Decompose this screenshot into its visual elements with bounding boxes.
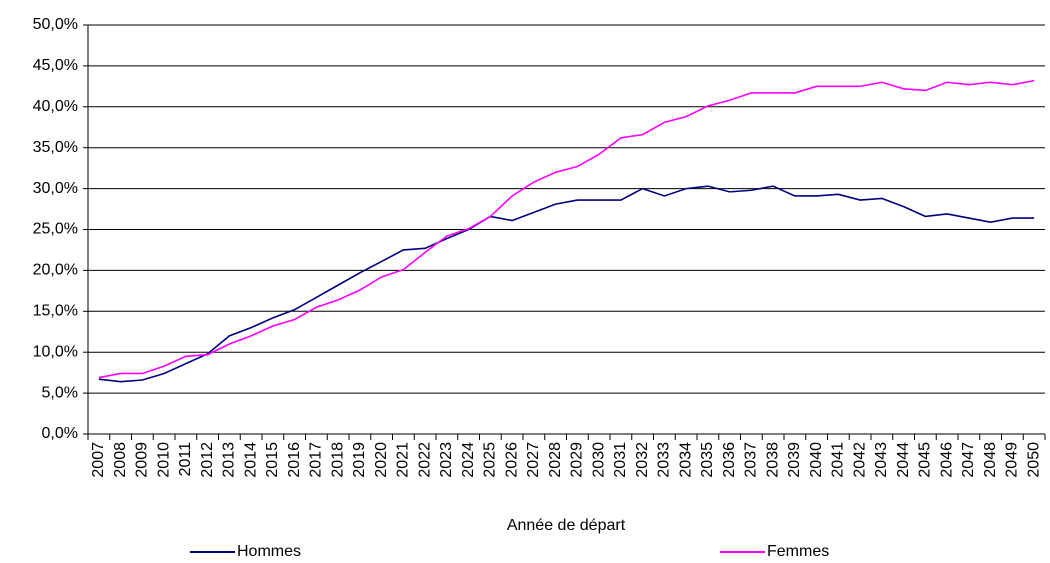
x-tick-label: 2047 xyxy=(960,442,977,478)
x-tick-label: 2025 xyxy=(482,442,499,478)
y-tick-label: 35,0% xyxy=(33,139,78,156)
x-tick-label: 2022 xyxy=(416,442,433,478)
x-tick-label: 2027 xyxy=(525,442,542,478)
x-tick-label: 2030 xyxy=(590,442,607,478)
x-tick-label: 2018 xyxy=(329,442,346,478)
y-tick-label: 45,0% xyxy=(33,57,78,74)
x-tick-label: 2050 xyxy=(1025,442,1042,478)
x-tick-label: 2014 xyxy=(242,442,259,478)
x-tick-label: 2042 xyxy=(851,442,868,478)
y-tick-label: 5,0% xyxy=(42,384,78,401)
y-tick-label: 30,0% xyxy=(33,180,78,197)
y-tick-label: 40,0% xyxy=(33,98,78,115)
x-tick-label: 2043 xyxy=(873,442,890,478)
x-tick-label: 2008 xyxy=(112,442,129,478)
x-tick-label: 2035 xyxy=(699,442,716,478)
x-tick-label: 2017 xyxy=(308,442,325,478)
x-tick-label: 2041 xyxy=(830,442,847,478)
x-tick-label: 2024 xyxy=(460,442,477,478)
y-tick-label: 25,0% xyxy=(33,221,78,238)
x-tick-label: 2012 xyxy=(199,442,216,478)
series-line xyxy=(98,185,1035,383)
x-tick-label: 2034 xyxy=(677,442,694,478)
x-axis-label: Année de départ xyxy=(507,517,626,534)
x-tick-label: 2007 xyxy=(90,442,107,478)
x-tick-label: 2010 xyxy=(155,442,172,478)
y-tick-label: 10,0% xyxy=(33,343,78,360)
x-tick-label: 2026 xyxy=(503,442,520,478)
x-tick-label: 2011 xyxy=(177,442,194,477)
x-tick-label: 2028 xyxy=(547,442,564,478)
y-tick-label: 15,0% xyxy=(33,303,78,320)
x-tick-label: 2023 xyxy=(438,442,455,478)
x-tick-label: 2039 xyxy=(786,442,803,478)
x-tick-label: 2013 xyxy=(221,442,238,478)
y-tick-label: 0,0% xyxy=(42,425,78,442)
x-tick-label: 2046 xyxy=(938,442,955,478)
x-tick-label: 2036 xyxy=(721,442,738,478)
x-tick-label: 2045 xyxy=(917,442,934,478)
x-tick-label: 2033 xyxy=(656,442,673,478)
legend-label: Femmes xyxy=(767,543,829,560)
x-tick-label: 2009 xyxy=(134,442,151,478)
y-tick-label: 20,0% xyxy=(33,262,78,279)
x-tick-label: 2019 xyxy=(351,442,368,478)
x-tick-label: 2021 xyxy=(395,442,412,478)
legend-label: Hommes xyxy=(237,543,301,560)
x-tick-label: 2032 xyxy=(634,442,651,478)
x-tick-label: 2016 xyxy=(286,442,303,478)
x-tick-label: 2015 xyxy=(264,442,281,478)
y-tick-label: 50,0% xyxy=(33,16,78,33)
x-tick-label: 2038 xyxy=(764,442,781,478)
x-tick-label: 2040 xyxy=(808,442,825,478)
x-tick-label: 2029 xyxy=(569,442,586,478)
x-tick-label: 2049 xyxy=(1004,442,1021,478)
x-tick-label: 2048 xyxy=(982,442,999,478)
x-tick-label: 2044 xyxy=(895,442,912,478)
x-tick-label: 2020 xyxy=(373,442,390,478)
x-tick-label: 2037 xyxy=(743,442,760,478)
x-tick-label: 2031 xyxy=(612,442,629,478)
series-line xyxy=(98,79,1035,379)
